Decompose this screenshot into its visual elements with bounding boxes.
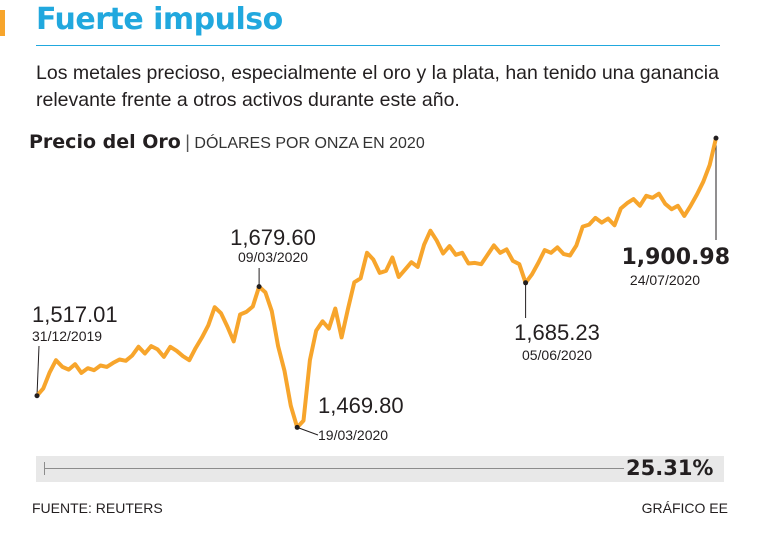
annotation-leader	[36, 345, 40, 396]
annotation-date: 24/07/2020	[630, 272, 700, 288]
annotation-point	[294, 424, 300, 430]
annotation-value: 1,469.80	[318, 393, 404, 418]
header-rule	[36, 45, 720, 46]
change-value: 25.31%	[626, 456, 714, 480]
annotation-value: 1,517.01	[32, 302, 118, 327]
source-label: FUENTE: REUTERS	[32, 500, 163, 516]
price-line	[35, 136, 718, 430]
headline: Fuerte impulso	[36, 2, 283, 37]
annotation-value: 1,679.60	[230, 225, 316, 250]
annotation-date: 19/03/2020	[318, 427, 388, 443]
annotation-point	[523, 280, 529, 286]
annotation-leader	[297, 426, 319, 436]
change-bar-line	[44, 468, 624, 469]
accent-bar	[0, 10, 5, 36]
chart-title-text: Precio del Oro	[29, 131, 181, 153]
annotation-value: 1,900.98	[621, 245, 730, 270]
credit-label: GRÁFICO EE	[641, 500, 728, 516]
annotation-value: 1,685.23	[514, 320, 600, 345]
subtitle: Los metales precioso, especialmente el o…	[36, 62, 719, 111]
change-bar-start-tick	[44, 462, 45, 475]
change-bar	[36, 456, 724, 482]
annotation-point	[713, 135, 719, 141]
chart-title-separator: |	[185, 132, 190, 152]
chart-title: Precio del Oro | DÓLARES POR ONZA EN 202…	[29, 131, 425, 153]
annotation-date: 05/06/2020	[522, 347, 592, 363]
annotation-date: 31/12/2019	[32, 328, 102, 344]
annotation-point	[34, 393, 40, 399]
annotation-date: 09/03/2020	[238, 249, 308, 265]
annotation-point	[256, 284, 262, 290]
chart-unit-label: DÓLARES POR ONZA EN 2020	[194, 135, 425, 152]
